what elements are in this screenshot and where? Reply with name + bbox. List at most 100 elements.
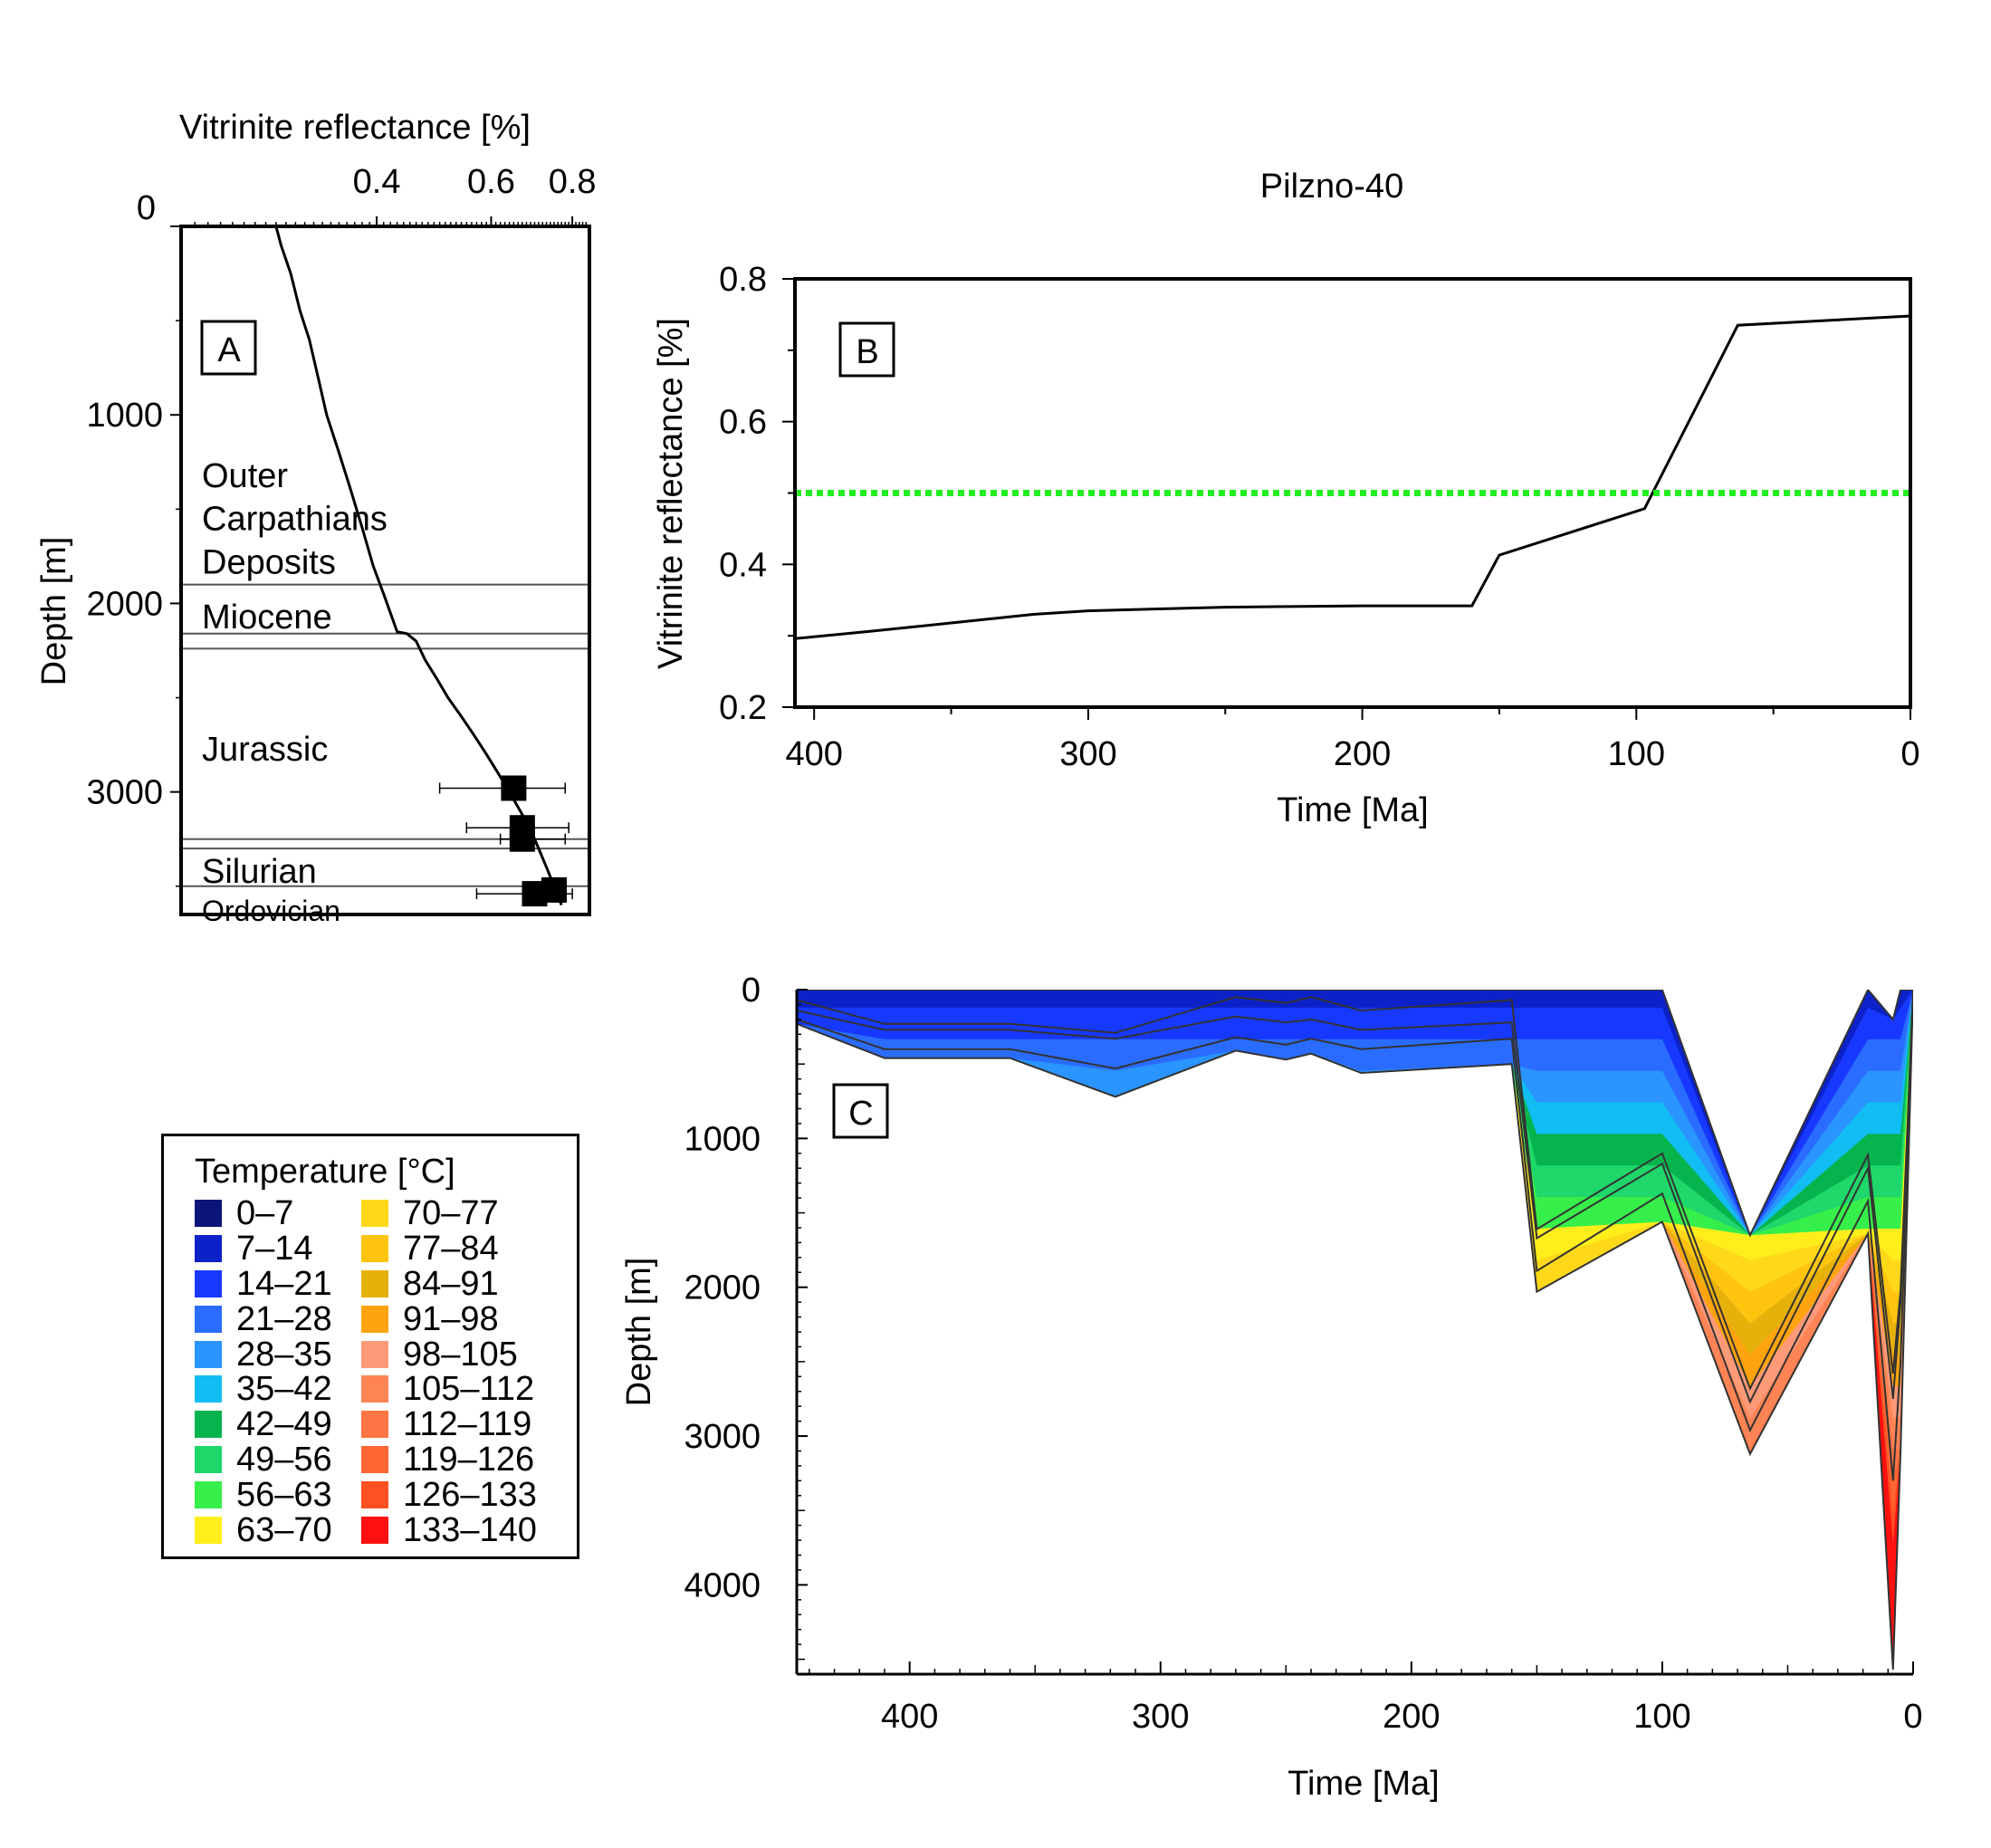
legend-label: 119–126 <box>403 1440 535 1479</box>
panel-c-y-axis-label: Depth [m] <box>620 1258 658 1407</box>
legend-swatch <box>361 1305 388 1333</box>
legend-swatch <box>361 1445 388 1473</box>
panel-a-formation-labels: OuterCarpathiansDepositsMioceneJurassicS… <box>202 457 388 927</box>
legend-item: 70–77 <box>361 1196 537 1231</box>
legend-swatch <box>361 1375 388 1403</box>
panel-a-label-box <box>200 320 257 376</box>
x-tick-label: 0 <box>1903 1698 1922 1736</box>
legend-label: 77–84 <box>403 1230 499 1269</box>
legend-item: 21–28 <box>195 1301 332 1336</box>
burial-horizon <box>797 990 1913 1391</box>
legend-label: 91–98 <box>403 1299 499 1338</box>
panel-a-reflectance-curve <box>274 225 563 906</box>
formation-label: Outer <box>202 457 288 495</box>
legend-item: 63–70 <box>195 1512 332 1547</box>
panel-b-label: B <box>856 333 878 371</box>
y-tick-label: 3000 <box>86 774 163 812</box>
x-tick-label: 0 <box>1900 735 1919 773</box>
panel-b-x-axis-label: Time [Ma] <box>1277 791 1429 829</box>
legend-swatch <box>195 1445 222 1473</box>
legend-swatch <box>361 1235 388 1263</box>
legend-item: 98–105 <box>361 1336 537 1372</box>
legend-item: 14–21 <box>195 1267 332 1302</box>
x-tick-label: 400 <box>785 735 842 773</box>
formation-label: Ordovician <box>202 895 340 927</box>
panel-b-series <box>794 314 1911 640</box>
panel-b-y-ticks: 0.2 0.4 0.6 0.8 <box>719 261 795 727</box>
legend-swatch <box>361 1340 388 1368</box>
legend-swatch <box>195 1269 222 1297</box>
x-tick-label: 200 <box>1334 735 1391 773</box>
legend-label: 21–28 <box>236 1299 332 1338</box>
y-tick-label: 0.2 <box>719 689 767 727</box>
burial-horizon <box>797 990 1913 1404</box>
figure-title: Pilzno-40 <box>1260 168 1403 206</box>
legend-swatch <box>361 1269 388 1297</box>
panel-c-x-axis-label: Time [Ma] <box>1287 1765 1440 1803</box>
y-tick-label: 1000 <box>86 397 163 435</box>
panel-c-temperature-field <box>797 990 1913 1671</box>
legend-swatch <box>195 1480 222 1508</box>
x-tick-label: 0.6 <box>467 163 515 201</box>
temperature-legend: Temperature [°C] 0–7 7–14 14–21 21–28 28–35 3… <box>161 1134 579 1559</box>
panel-b-frame <box>793 277 1912 709</box>
measurement-point <box>541 876 567 903</box>
legend-label: 42–49 <box>236 1405 332 1444</box>
formation-label: Silurian <box>202 853 317 891</box>
legend-column-2: 70–77 77–84 84–91 91–98 98–105 105–112 112–119… <box>361 1196 537 1547</box>
legend-title: Temperature [°C] <box>195 1153 455 1191</box>
burial-horizon <box>797 990 1913 1671</box>
y-tick-label: 2000 <box>86 585 163 623</box>
panel-a-x-ticks: 0.4 0.6 0.8 <box>194 163 597 226</box>
panel-a-frame <box>179 225 591 916</box>
legend-label: 0–7 <box>236 1194 294 1233</box>
legend-swatch <box>195 1200 222 1228</box>
legend-swatch <box>195 1235 222 1263</box>
panel-c-burial-horizons <box>797 990 1913 1671</box>
panel-a-measurements <box>438 775 573 907</box>
legend-swatch <box>195 1411 222 1439</box>
y-tick-label: 1000 <box>684 1120 761 1158</box>
legend-label: 105–112 <box>403 1370 535 1409</box>
x-tick-label: 0.4 <box>353 163 401 201</box>
temperature-band <box>797 990 1913 1671</box>
panel-a-y-ticks: 0 1000 2000 3000 <box>86 189 181 887</box>
legend-item: 126–133 <box>361 1477 537 1512</box>
legend-item: 56–63 <box>195 1477 332 1512</box>
legend-swatch <box>361 1200 388 1228</box>
burial-horizon <box>797 990 1913 1481</box>
panel-c-x-ticks: 400 300 200 100 0 <box>809 1661 1923 1736</box>
panel-a-title: Vitrinite reflectance [%] <box>179 109 531 147</box>
legend-column-1: 0–7 7–14 14–21 21–28 28–35 35–42 42–49 49–56 56–… <box>195 1196 332 1547</box>
legend-label: 84–91 <box>403 1264 499 1303</box>
panel-b-x-ticks: 400 300 200 100 0 <box>785 707 1920 773</box>
x-tick-label: 200 <box>1383 1698 1440 1736</box>
panel-b-label-box <box>838 321 895 378</box>
legend-label: 35–42 <box>236 1370 332 1409</box>
legend-label: 7–14 <box>236 1230 313 1269</box>
legend-item: 28–35 <box>195 1336 332 1372</box>
legend-item: 49–56 <box>195 1442 332 1478</box>
reflectance-curve <box>794 314 1911 640</box>
legend-item: 91–98 <box>361 1301 537 1336</box>
panel-b-y-axis-label: Vitrinite reflectance [%] <box>652 318 690 669</box>
panel-c-label: C <box>848 1095 873 1133</box>
legend-item: 0–7 <box>195 1196 332 1231</box>
panel-a-y-axis-label: Depth [m] <box>35 537 73 686</box>
temperature-band <box>797 990 1913 1671</box>
legend-label: 14–21 <box>236 1264 332 1303</box>
panel-a: Vitrinite reflectance [%] 0.4 0.6 0.8 0 100… <box>35 109 597 927</box>
y-tick-label: 0 <box>742 972 761 1010</box>
legend-swatch <box>361 1411 388 1439</box>
legend-label: 112–119 <box>403 1405 532 1444</box>
legend-item: 77–84 <box>361 1231 537 1267</box>
legend-item: 119–126 <box>361 1442 537 1478</box>
x-tick-label: 0.8 <box>549 163 597 201</box>
panel-c-y-ticks: 0 1000 2000 3000 4000 <box>684 972 808 1661</box>
legend-label: 56–63 <box>236 1475 332 1514</box>
legend-item: 105–112 <box>361 1372 537 1407</box>
legend-label: 28–35 <box>236 1335 332 1374</box>
burial-horizon <box>797 990 1913 1238</box>
